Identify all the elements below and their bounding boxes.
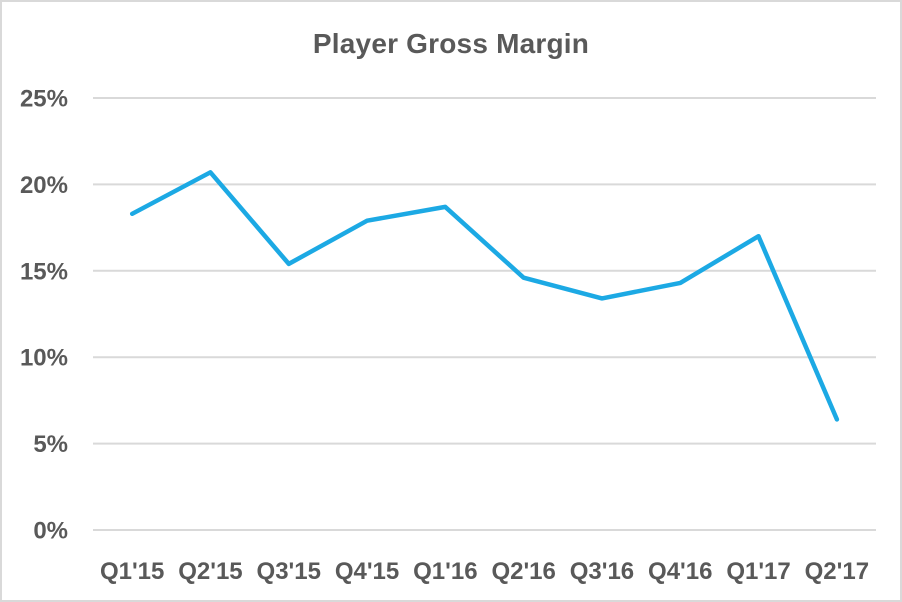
x-axis-label: Q4'16 [648,558,712,585]
chart-title: Player Gross Margin [312,28,590,59]
y-axis-label: 0% [33,518,68,545]
x-axis-label: Q3'15 [257,558,321,585]
y-axis-label: 25% [20,86,68,113]
x-axis-label: Q1'17 [726,558,790,585]
x-axis-label: Q3'16 [570,558,634,585]
x-axis-label: Q4'15 [335,558,399,585]
x-axis-label: Q2'15 [178,558,242,585]
x-axis-label: Q2'17 [805,558,869,585]
x-axis-label: Q2'16 [491,558,555,585]
series-line [129,170,840,422]
x-axis-label: Q1'16 [413,558,477,585]
y-axis-label: 10% [20,345,68,372]
y-axis-label: 5% [33,431,68,458]
x-axis-label: Q1'15 [100,558,164,585]
y-axis-label: 20% [20,172,68,199]
y-axis-label: 15% [20,258,68,285]
